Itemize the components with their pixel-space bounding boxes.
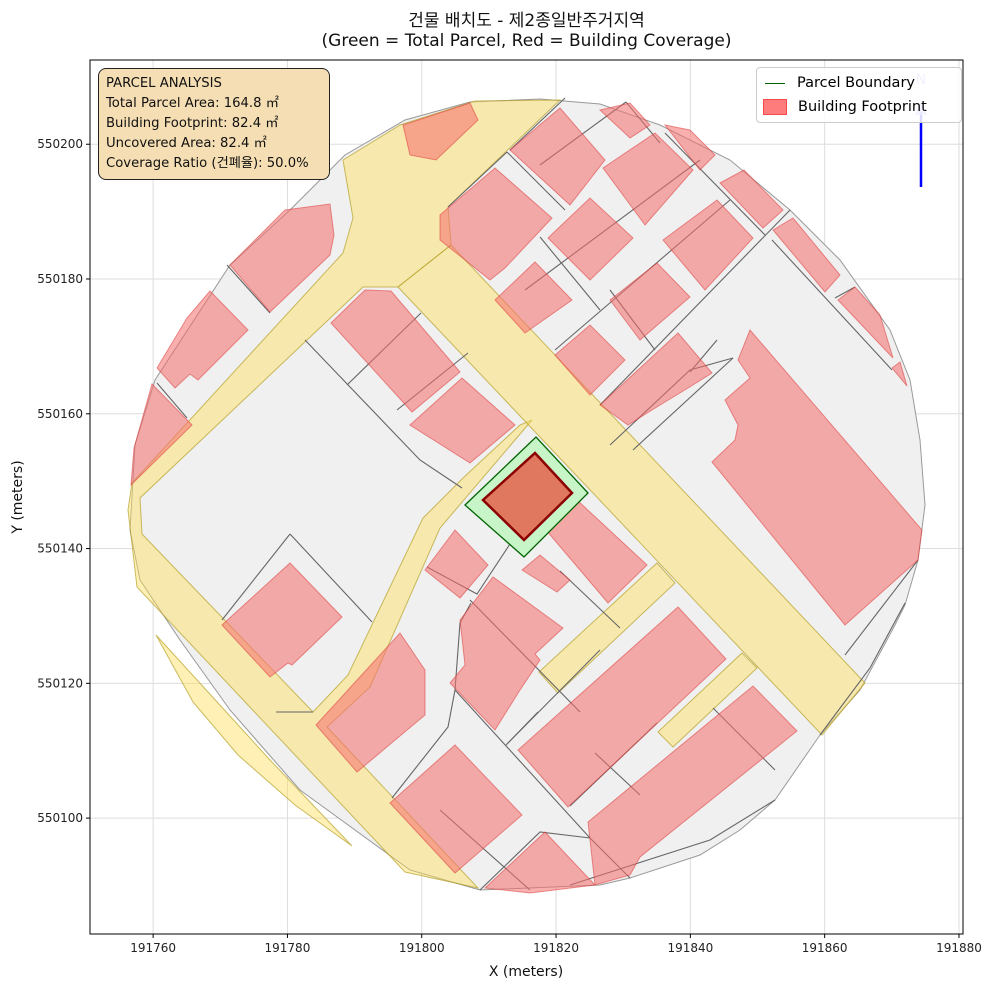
building xyxy=(402,102,479,161)
building xyxy=(483,831,597,894)
parcel-analysis-box: PARCEL ANALYSIS Total Parcel Area: 164.8… xyxy=(98,68,330,180)
x-tick-label: 191840 xyxy=(667,941,713,955)
plot-frame xyxy=(89,59,964,935)
building xyxy=(662,199,754,291)
legend-item-building: Building Footprint xyxy=(763,95,955,119)
building xyxy=(424,529,489,599)
y-tick-label: 550200 xyxy=(37,137,83,151)
x-axis-label: X (meters) xyxy=(489,964,563,980)
building xyxy=(156,290,249,389)
info-heading: PARCEL ANALYSIS xyxy=(106,76,222,91)
building xyxy=(547,197,634,281)
building xyxy=(229,203,335,313)
building xyxy=(221,562,343,678)
x-tick-label: 191760 xyxy=(130,941,176,955)
building xyxy=(891,361,908,387)
info-coverage: Coverage Ratio (건폐율): 50.0% xyxy=(106,156,309,171)
building xyxy=(609,262,691,341)
building xyxy=(389,744,523,874)
building xyxy=(837,286,894,359)
y-tick-label: 550100 xyxy=(37,811,83,825)
road-main-diagonal xyxy=(397,244,866,736)
road-sliver xyxy=(155,634,353,847)
building xyxy=(772,217,841,293)
info-uncovered: Uncovered Area: 82.4 ㎡ xyxy=(106,136,267,151)
axis-ticks: 191760 191780 191800 191820 191840 191860 1918… xyxy=(37,137,982,955)
building xyxy=(663,124,716,171)
y-tick-label: 550160 xyxy=(37,407,83,421)
building xyxy=(599,332,713,426)
building xyxy=(554,324,626,396)
legend-label: Parcel Boundary xyxy=(797,75,915,91)
building-footprints xyxy=(130,102,923,894)
x-tick-label: 191880 xyxy=(936,941,982,955)
legend-label: Building Footprint xyxy=(798,99,927,115)
building xyxy=(719,169,784,229)
info-footprint: Building Footprint: 82.4 ㎡ xyxy=(106,116,279,131)
building-patch-swatch xyxy=(763,99,787,115)
building xyxy=(602,132,694,226)
building xyxy=(517,606,727,808)
building xyxy=(330,289,461,413)
x-tick-label: 191860 xyxy=(802,941,848,955)
building xyxy=(711,329,923,626)
road-side-2 xyxy=(657,652,758,748)
y-axis-label: Y (meters) xyxy=(10,460,26,534)
y-tick-label: 550140 xyxy=(37,542,83,556)
parcel-line-swatch xyxy=(765,82,785,84)
chart-subtitle: (Green = Total Parcel, Red = Building Co… xyxy=(321,31,732,51)
building xyxy=(439,167,553,281)
y-tick-label: 550180 xyxy=(37,272,83,286)
selected-building-footprint[interactable] xyxy=(481,451,574,542)
building xyxy=(494,261,573,334)
x-tick-label: 191780 xyxy=(265,941,311,955)
x-tick-label: 191800 xyxy=(399,941,445,955)
building xyxy=(409,377,516,464)
x-tick-label: 191820 xyxy=(533,941,579,955)
building xyxy=(449,576,564,731)
legend: Parcel Boundary Building Footprint xyxy=(756,67,962,123)
y-tick-label: 550120 xyxy=(37,676,83,690)
building xyxy=(130,383,193,487)
building xyxy=(598,102,651,139)
building xyxy=(315,632,426,773)
building xyxy=(521,554,571,593)
info-total-area: Total Parcel Area: 164.8 ㎡ xyxy=(106,96,279,111)
chart-title: 건물 배치도 - 제2종일반주거지역 xyxy=(408,11,645,31)
building xyxy=(509,107,606,206)
legend-item-parcel: Parcel Boundary xyxy=(763,71,955,95)
